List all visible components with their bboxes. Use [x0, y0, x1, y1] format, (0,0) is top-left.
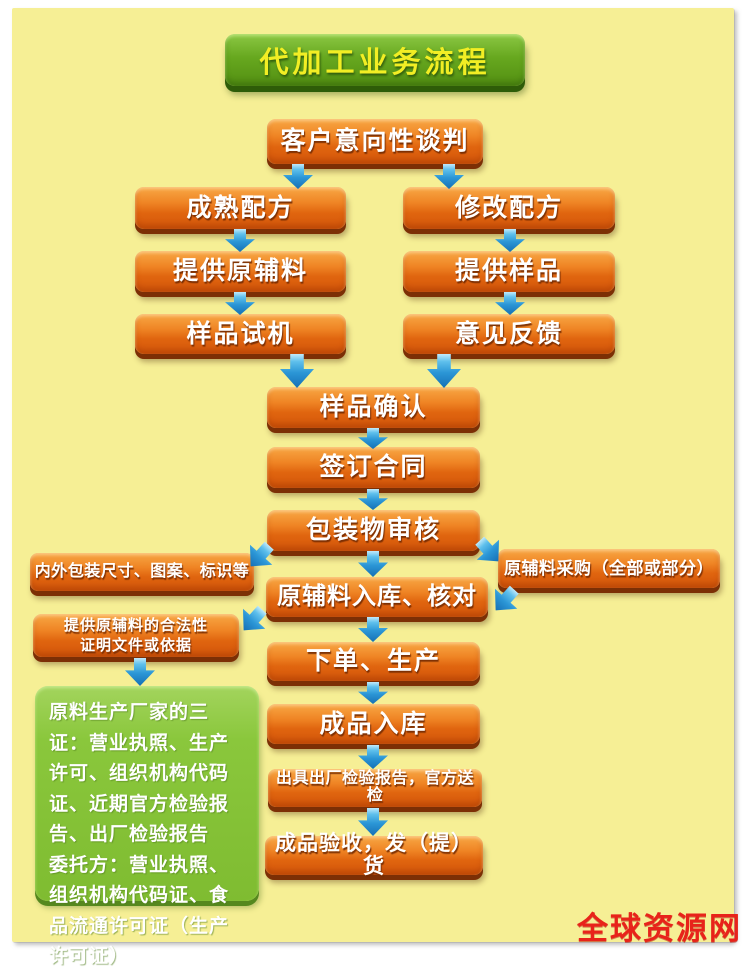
legality-docs-line1: 提供原辅料的合法性 [63, 616, 208, 634]
node-sample-trial: 样品试机 [135, 314, 346, 354]
node-acceptance-delivery: 成品验收，发（提）货 [265, 833, 483, 877]
node-packaging-specs: 内外包装尺寸、图案、标识等 [30, 553, 254, 591]
note-manufacturer-certs: 原料生产厂家的三证：营业执照、生产许可、组织机构代码证、近期官方检验报告、出厂检… [49, 702, 230, 845]
legality-docs-line2: 证明文件或依据 [79, 636, 192, 654]
node-order-production: 下单、生产 [267, 642, 480, 681]
note-client-certs: 委托方：营业执照、组织机构代码证、食品流通许可证（生产许可证） [49, 854, 230, 968]
node-provide-sample: 提供样品 [403, 251, 615, 292]
node-inspection-report: 出具出厂检验报告，官方送检 [268, 769, 482, 807]
node-feedback: 意见反馈 [403, 314, 615, 354]
certificates-note: 原料生产厂家的三证：营业执照、生产许可、组织机构代码证、近期官方检验报告、出厂检… [35, 686, 259, 967]
node-sign-contract: 签订合同 [267, 447, 480, 488]
diagram-title: 代加工业务流程 [225, 34, 525, 86]
site-watermark: 全球资源网 [577, 911, 742, 946]
node-finished-storage: 成品入库 [267, 704, 480, 744]
node-sample-confirm: 样品确认 [267, 387, 480, 428]
node-provide-materials: 提供原辅料 [135, 251, 346, 292]
node-material-storage: 原辅料入库、核对 [266, 577, 488, 617]
node-packaging-review: 包装物审核 [267, 510, 480, 551]
node-material-purchase: 原辅料采购（全部或部分） [498, 549, 720, 588]
node-legality-docs: 提供原辅料的合法性 证明文件或依据 [33, 614, 239, 657]
node-modify-formula: 修改配方 [403, 187, 615, 229]
node-customer-negotiation: 客户意向性谈判 [267, 119, 483, 164]
node-mature-formula: 成熟配方 [135, 187, 346, 229]
